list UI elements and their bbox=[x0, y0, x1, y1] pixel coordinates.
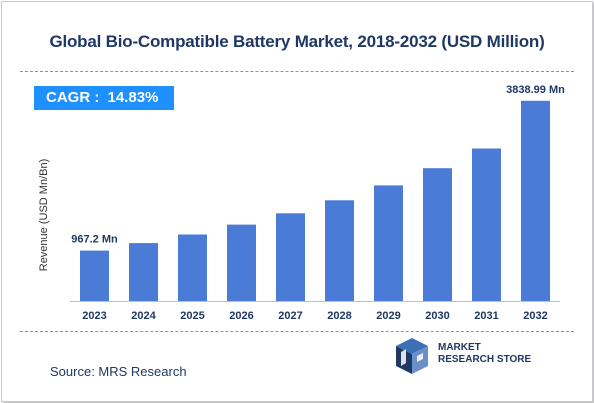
data-label-2032: 3838.99 Mn bbox=[506, 84, 565, 96]
x-tick-label-2028: 2028 bbox=[327, 310, 351, 322]
bar-2030 bbox=[423, 168, 452, 301]
cagr-label: CAGR : bbox=[46, 89, 100, 106]
bar-2029 bbox=[374, 185, 403, 301]
bar-2026 bbox=[227, 224, 256, 301]
x-tick-label-2024: 2024 bbox=[131, 310, 156, 322]
logo-wordmark: MARKET RESEARCH STORE bbox=[438, 342, 531, 366]
cagr-value: 14.83% bbox=[107, 89, 159, 106]
bar-2027 bbox=[276, 213, 305, 301]
chart-title: Global Bio-Compatible Battery Market, 20… bbox=[49, 32, 545, 51]
bar-2028 bbox=[325, 200, 354, 301]
x-tick-label-2032: 2032 bbox=[523, 310, 547, 322]
bar-2023 bbox=[80, 250, 109, 301]
x-tick-label-2031: 2031 bbox=[474, 310, 498, 322]
data-label-2023: 967.2 Mn bbox=[71, 234, 118, 246]
x-tick-label-2026: 2026 bbox=[229, 310, 253, 322]
market-research-store-logo-icon bbox=[396, 338, 428, 374]
cagr-badge: CAGR : 14.83% bbox=[34, 86, 174, 110]
logo-line-1: MARKET bbox=[438, 342, 481, 353]
source-note: Source: MRS Research bbox=[50, 364, 187, 379]
bottom-divider bbox=[20, 331, 574, 332]
x-tick-label-2025: 2025 bbox=[180, 310, 204, 322]
bar-2032 bbox=[521, 100, 550, 301]
x-tick-label-2029: 2029 bbox=[376, 310, 400, 322]
logo-line-2: RESEARCH STORE bbox=[438, 354, 532, 365]
bar-2024 bbox=[129, 243, 158, 301]
x-tick-label-2027: 2027 bbox=[278, 310, 302, 322]
bar-2031 bbox=[472, 148, 501, 301]
x-tick-label-2030: 2030 bbox=[425, 310, 449, 322]
bar-2025 bbox=[178, 234, 207, 301]
top-divider bbox=[20, 71, 574, 72]
x-tick-label-2023: 2023 bbox=[82, 310, 106, 322]
